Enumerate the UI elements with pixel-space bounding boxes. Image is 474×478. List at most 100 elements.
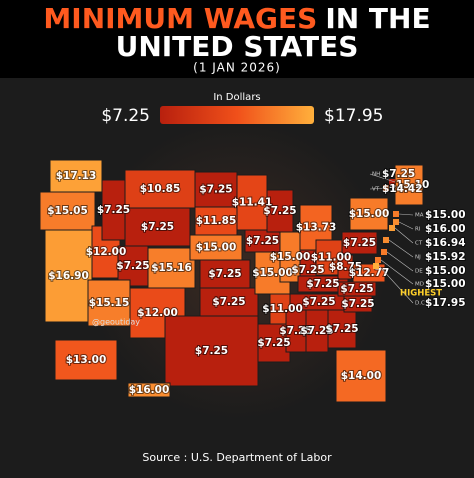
highest-label: HIGHEST [400,289,442,299]
callout-abbr: DE [415,269,423,275]
state-label: $16.90 [48,270,89,282]
state-label: $15.05 [47,205,88,217]
state-label: $11.85 [196,215,237,227]
state-label: $7.25 [257,337,290,349]
leader [394,227,414,244]
title-line1: MINIMUM WAGES IN THE [43,2,430,35]
small-state [389,225,395,231]
callout-abbr: MA [415,213,424,219]
state [124,169,196,209]
state-label: $15.00 [270,251,311,263]
state [349,197,389,231]
leader [378,265,414,304]
state-label: $17.13 [56,170,97,182]
state-label: $11.00 [262,303,303,315]
state-label: $15.15 [89,297,130,309]
callout-value: $15.92 [425,251,466,263]
callout-abbr: D.C [415,301,425,307]
state-label: $7.25 [195,345,228,357]
callout-value: $15.00 [425,278,466,290]
callout-abbr: MD [415,282,424,288]
state-label: $7.25 [306,278,339,290]
leader [398,221,414,230]
state [117,245,149,287]
callout-value: $14.42 [382,183,423,195]
state [127,382,171,398]
title-line2: UNITED STATES [116,30,359,63]
state [164,315,259,387]
leader [388,239,414,258]
state-label: $7.25 [291,264,324,276]
title-rest: IN THE [325,2,430,35]
state-label: $7.25 [212,296,245,308]
state [341,231,378,255]
state [39,191,96,231]
state-label: $7.25 [300,325,333,337]
state [266,189,294,233]
state-label: $7.25 [246,235,279,247]
legend-label: In Dollars [213,92,260,103]
state-label: $15.10 [389,179,430,191]
callout-abbr: NJ [415,255,421,261]
state [199,259,251,289]
legend-max: $17.95 [324,106,383,126]
callout-abbr: VT [372,187,380,193]
state-label: $13.00 [66,354,107,366]
states: $17.13 $15.05 $16.90 $12.00 $7.25 $10.85 $7.25… [39,159,430,403]
state-label: $7.25 [325,323,358,335]
state-label: $12.77 [349,267,390,279]
state [257,323,291,363]
small-state [383,237,389,243]
state [194,206,238,236]
callout-value: $16.94 [425,237,466,249]
callout-abbr: CT [415,241,423,247]
state-label: $7.25 [343,237,376,249]
state-label: $16.00 [129,384,170,396]
state-label: $7.25 [341,298,374,310]
header-band [0,0,474,78]
state-label: $7.25 [199,184,232,196]
state-label: $12.00 [86,246,127,258]
small-state [393,211,399,217]
state-label: $7.25 [141,221,174,233]
callout-value: $15.00 [425,265,466,277]
date: (1 JAN 2026) [193,61,281,75]
state-label: $15.16 [151,262,192,274]
state-label: $7.25 [116,260,149,272]
legend-min: $7.25 [101,106,150,126]
small-state [375,257,381,263]
state-label: $7.25 [340,283,373,295]
state [124,207,191,247]
state [199,287,259,317]
state-label: $8.75 [329,261,362,273]
state-label: $7.25 [302,296,335,308]
state-label: $11.41 [232,197,273,209]
state [49,159,103,193]
state-label: $7.25 [97,204,130,216]
leader [398,213,414,216]
leader [386,251,414,272]
callout-value: $7.25 [382,168,415,180]
callout-value: $16.00 [425,223,466,235]
state-label: $15.00 [252,267,293,279]
title-highlight: MINIMUM WAGES [43,2,317,35]
state-label: $12.00 [137,307,178,319]
state [335,349,387,403]
state-label: $11.00 [311,252,352,264]
small-state [393,219,399,225]
state-label: $15.00 [349,208,390,220]
state [147,247,196,289]
state [327,309,357,349]
small-state [389,179,395,185]
state-label: $7.25 [279,325,312,337]
leader [369,187,390,190]
source: Source : U.S. Department of Labor [142,451,332,464]
state-label: $7.25 [263,205,296,217]
callout-value: $15.00 [425,209,466,221]
state [44,229,93,323]
small-state [373,263,379,269]
state-label: $10.85 [140,183,181,195]
state [189,234,243,261]
